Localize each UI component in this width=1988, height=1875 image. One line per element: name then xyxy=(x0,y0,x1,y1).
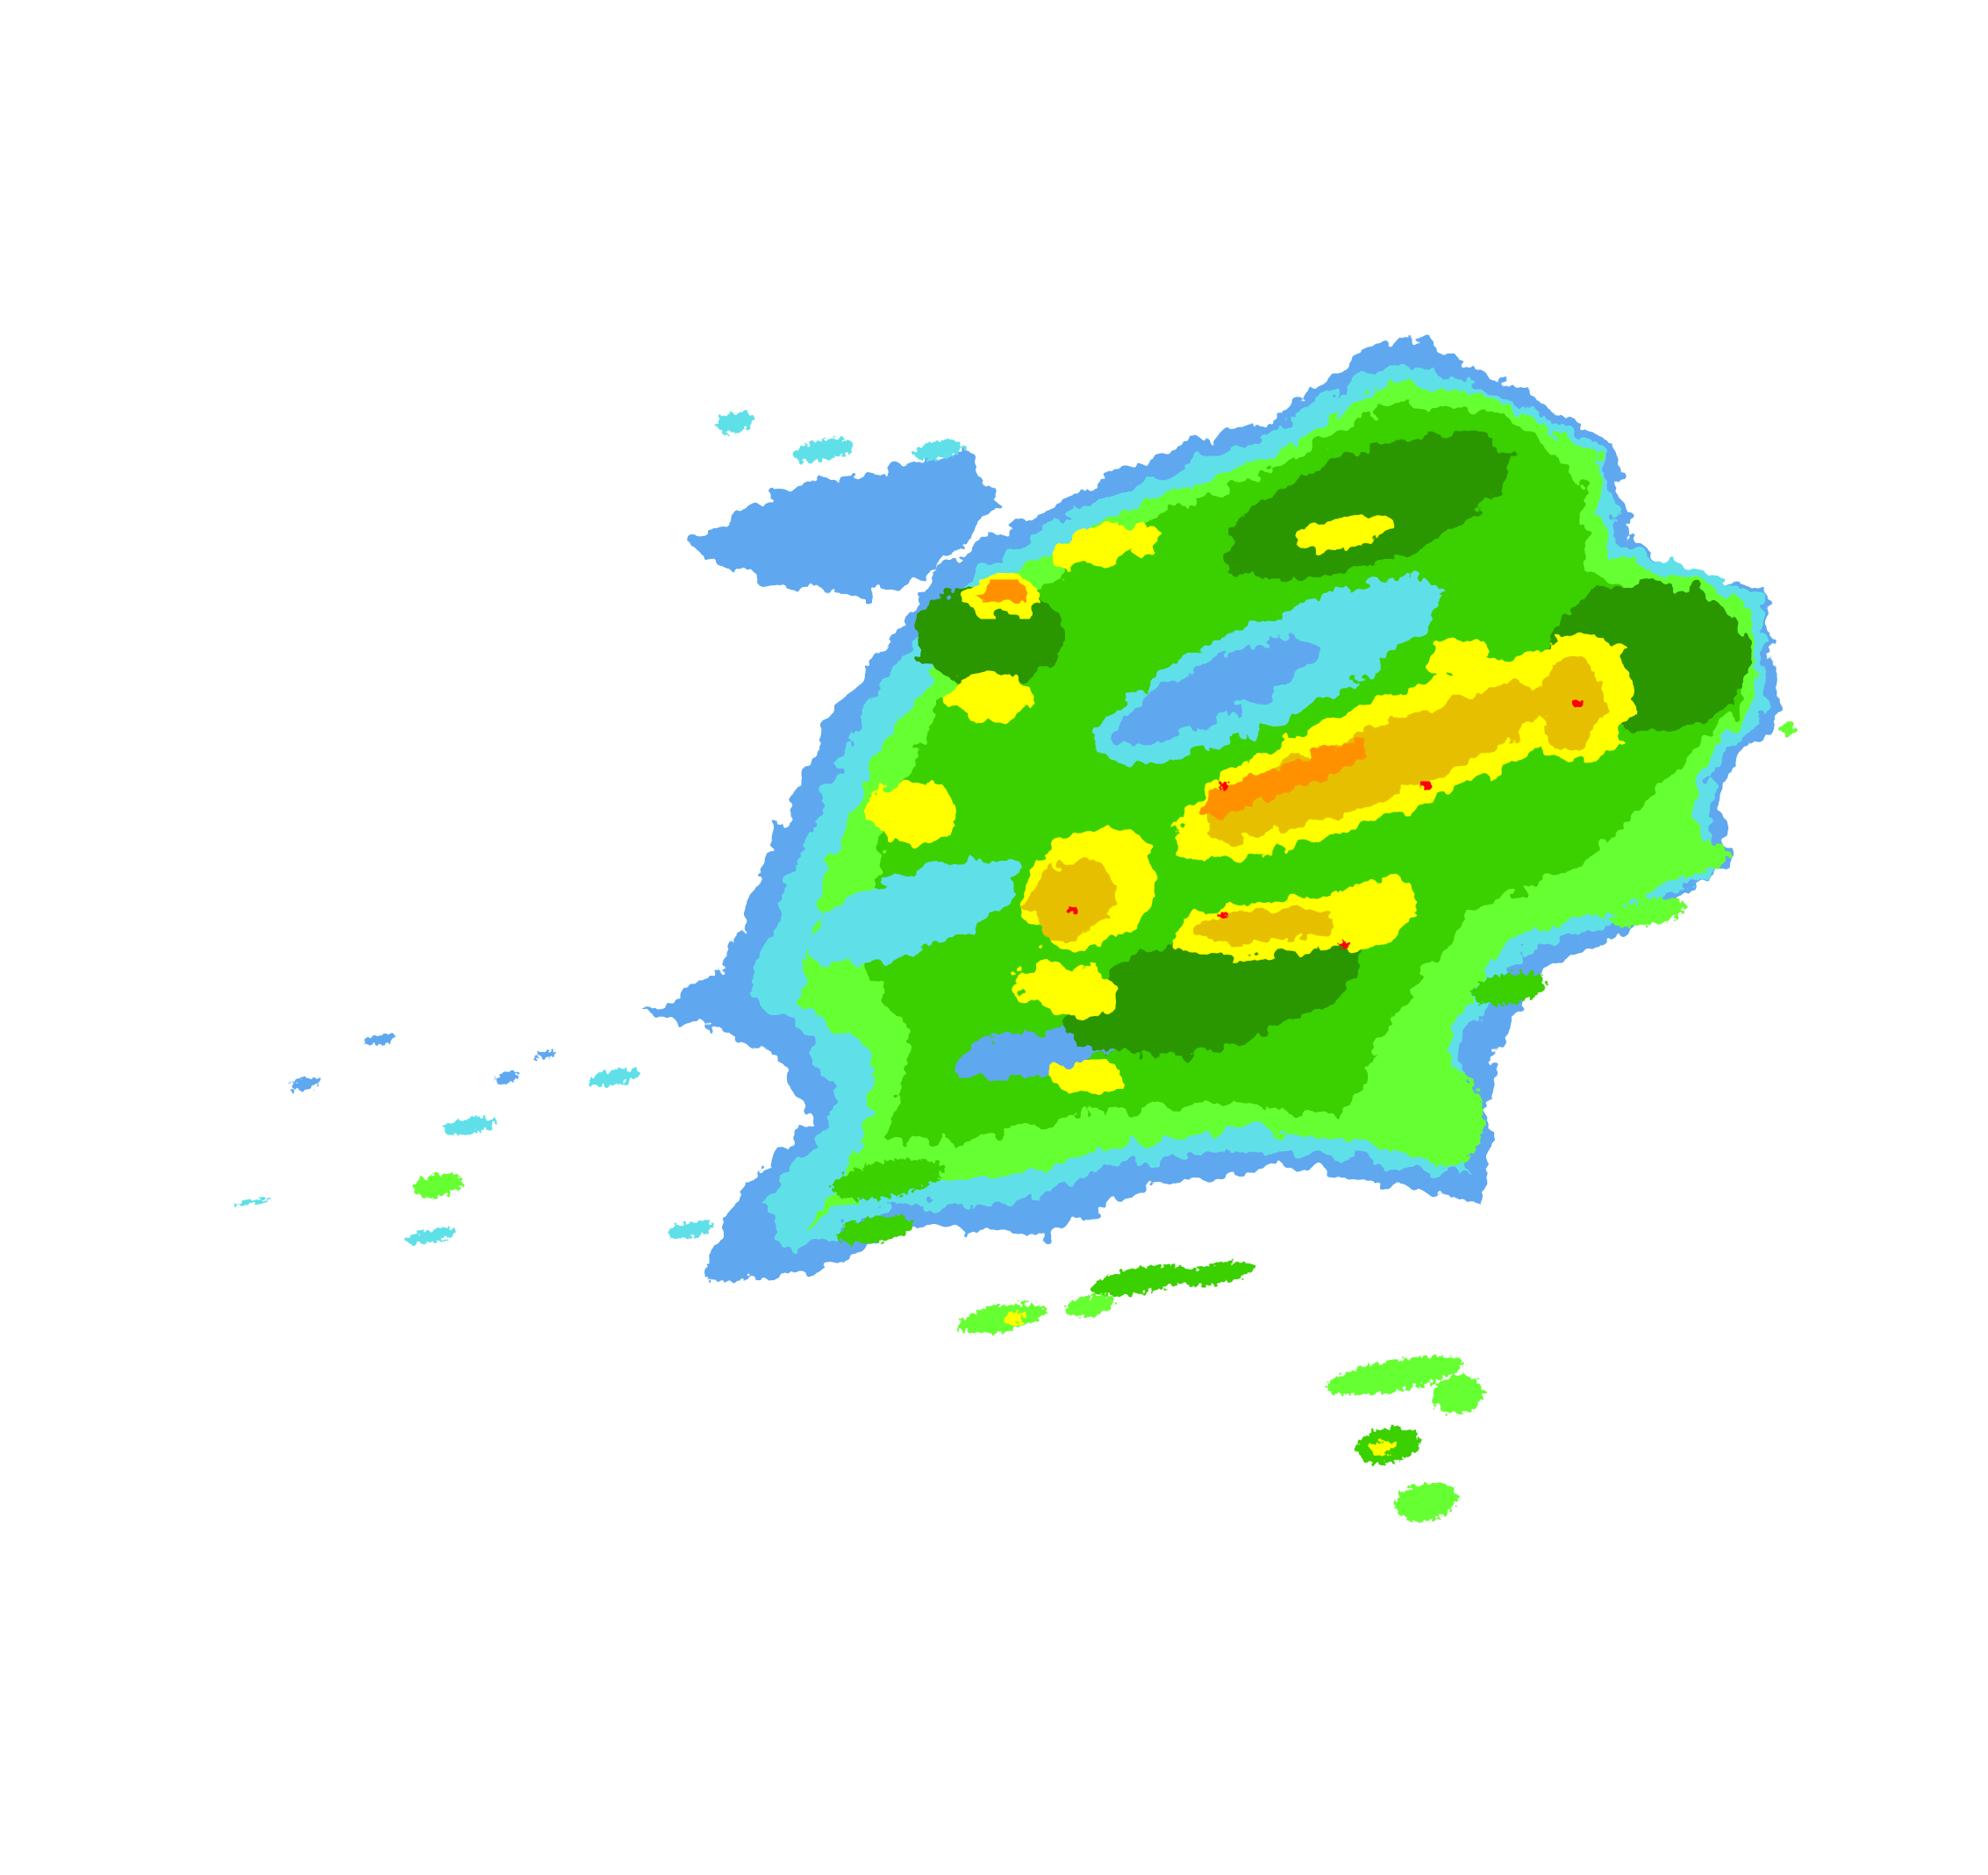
echo-very-heavy-sw xyxy=(1028,862,1114,939)
echo-scattered-cell xyxy=(365,1034,396,1046)
echo-scattered-cell xyxy=(1369,1440,1395,1456)
echo-very-heavy-band xyxy=(1205,682,1559,840)
echo-scattered-cell xyxy=(590,1069,640,1087)
echo-scattered-cell xyxy=(704,1254,767,1282)
echo-very-heavy-east xyxy=(1540,659,1605,748)
echo-scattered-cell xyxy=(1326,1356,1464,1395)
echo-scattered-cell xyxy=(1610,898,1686,927)
echo-heavy-south3 xyxy=(1046,1062,1122,1093)
echo-scattered-cell xyxy=(1065,1294,1116,1317)
echo-scattered-cell xyxy=(668,1220,714,1239)
echo-extreme-core xyxy=(1339,941,1349,948)
echo-scattered-cell xyxy=(535,1050,555,1059)
echo-scattered-cell xyxy=(1779,721,1796,737)
echo-scattered-cell xyxy=(1395,1482,1458,1522)
echo-scattered-cell xyxy=(405,1228,456,1244)
echo-heavy-nw2 xyxy=(1047,524,1160,567)
echo-scattered-cell xyxy=(957,1303,1046,1334)
echo-scattered-cell xyxy=(289,1077,319,1091)
echo-very-light-band xyxy=(1112,636,1321,746)
echo-extreme-core xyxy=(1066,906,1076,914)
echo-scattered-cell xyxy=(494,1071,520,1084)
echo-heavy-n xyxy=(1293,515,1394,550)
echo-very-heavy-line xyxy=(1198,909,1338,942)
echo-scattered-cell xyxy=(1179,1262,1255,1286)
echo-scattered-cell xyxy=(831,1158,944,1199)
echo-intense-band xyxy=(1198,743,1363,816)
echo-scattered-cell xyxy=(236,1198,271,1206)
echo-moderate-heavy-south xyxy=(1069,920,1365,1057)
echo-scattered-cell xyxy=(1470,972,1547,1005)
echo-scattered-cell xyxy=(837,1215,912,1244)
echo-extreme-core xyxy=(1573,699,1584,708)
echo-scattered-cell xyxy=(1091,1264,1191,1296)
echo-scattered-cell xyxy=(1004,1312,1025,1326)
echo-scattered-cell xyxy=(1406,1065,1484,1166)
echo-very-light-north xyxy=(684,449,1002,597)
echo-extreme-core xyxy=(1218,911,1229,920)
echo-scattered-cell xyxy=(1617,841,1730,883)
echo-scattered-cell xyxy=(716,411,754,433)
echo-light-west xyxy=(804,860,1021,966)
precipitation-layers xyxy=(236,335,1796,1522)
echo-scattered-cell xyxy=(412,1173,463,1198)
echo-extreme-core xyxy=(1421,782,1432,791)
echo-scattered-cell xyxy=(1433,1375,1484,1414)
echo-heavy-ne xyxy=(1426,640,1491,679)
echo-heavy-se xyxy=(1320,878,1419,948)
echo-scattered-cell xyxy=(792,438,855,462)
echo-scattered-cell xyxy=(441,1116,497,1135)
echo-scattered-cell xyxy=(912,440,963,461)
echo-heavy-nw3 xyxy=(944,671,1033,723)
echo-intense-nw xyxy=(978,582,1025,603)
echo-extreme-core xyxy=(1218,782,1229,791)
echo-heavy-south2 xyxy=(1014,962,1116,1016)
echo-heavy-w xyxy=(868,779,958,843)
